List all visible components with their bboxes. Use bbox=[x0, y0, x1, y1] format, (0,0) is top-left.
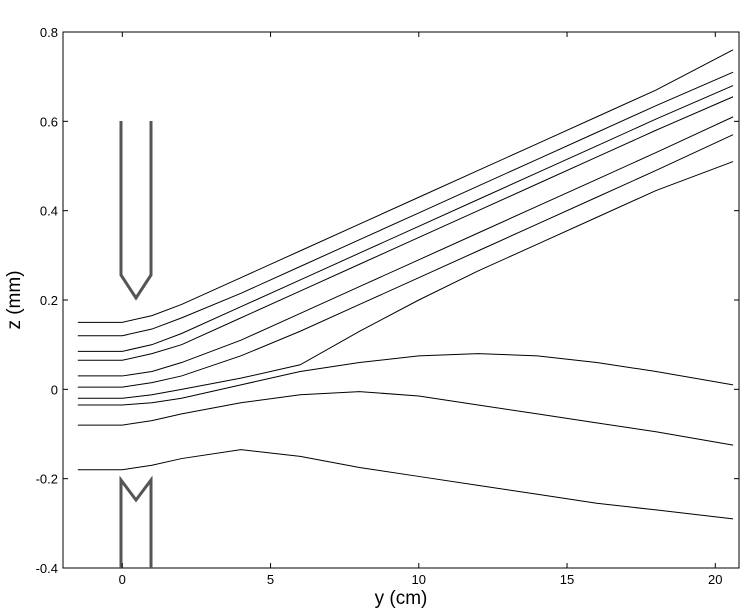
x-tick-label: 10 bbox=[412, 572, 426, 587]
plot-frame bbox=[62, 31, 740, 569]
x-tick-label: 0 bbox=[119, 572, 126, 587]
y-tick-label: -0.2 bbox=[36, 472, 58, 487]
y-tick-label: 0.4 bbox=[40, 204, 58, 219]
x-tick-label: 5 bbox=[267, 572, 274, 587]
streamline bbox=[77, 353, 734, 406]
x-axis-title: y (cm) bbox=[375, 588, 428, 609]
y-tick-label: 0.2 bbox=[40, 293, 58, 308]
y-tick-label: 0 bbox=[51, 382, 58, 397]
y-tick-label: -0.4 bbox=[36, 561, 58, 576]
streamline bbox=[77, 71, 734, 337]
streamline bbox=[77, 85, 734, 352]
streamline bbox=[77, 49, 734, 323]
streamline bbox=[77, 391, 734, 446]
upper-electrode bbox=[119, 121, 153, 301]
streamline bbox=[77, 161, 734, 399]
x-tick-label: 20 bbox=[708, 572, 722, 587]
y-tick-label: 0.6 bbox=[40, 114, 58, 129]
lower-electrode bbox=[119, 475, 153, 568]
streamline bbox=[77, 449, 734, 520]
x-tick-label: 15 bbox=[560, 572, 574, 587]
streamline bbox=[77, 96, 734, 361]
y-tick-label: 0.8 bbox=[40, 25, 58, 40]
streamline bbox=[77, 116, 734, 377]
y-axis-title: z (mm) bbox=[4, 270, 25, 329]
streamline bbox=[77, 134, 734, 388]
